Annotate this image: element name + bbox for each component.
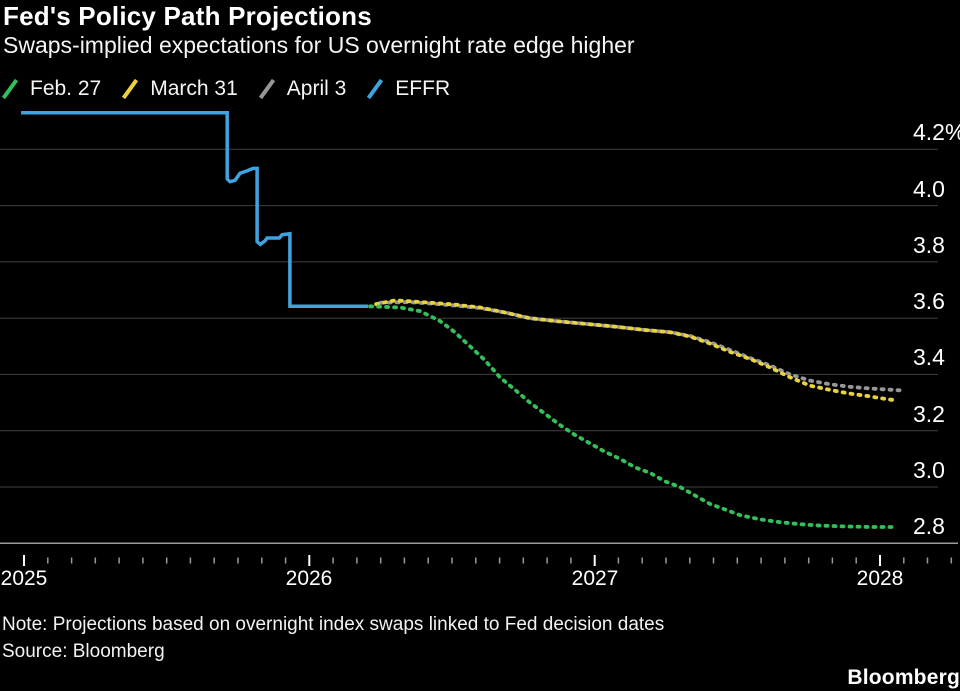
y-axis-label: 2.8 <box>913 513 945 539</box>
y-axis-label: 3.0 <box>913 457 945 483</box>
legend-label: April 3 <box>286 77 347 100</box>
y-axis-label: 4.0 <box>913 176 945 202</box>
legend-item-effr: EFFR <box>367 77 450 101</box>
legend-item-march31: March 31 <box>122 77 238 101</box>
slash-marker-icon <box>367 78 384 100</box>
legend-label: March 31 <box>150 77 238 100</box>
y-axis-label: 4.2% <box>913 119 960 145</box>
y-axis-label: 3.6 <box>913 288 945 314</box>
series-april-3 <box>378 300 905 393</box>
y-axis-label: 3.4 <box>913 344 945 370</box>
series-march-31 <box>374 298 900 403</box>
chart-subtitle: Swaps-implied expectations for US overni… <box>3 32 635 58</box>
x-axis-label: 2028 <box>856 567 904 590</box>
x-axis-label: 2025 <box>0 567 48 590</box>
y-axis-label: 3.8 <box>913 232 945 258</box>
slash-marker-icon <box>2 78 18 100</box>
x-axis-label: 2027 <box>571 567 619 590</box>
bloomberg-logo: Bloomberg <box>847 666 960 689</box>
chart-source: Source: Bloomberg <box>2 641 165 662</box>
series-effr <box>21 110 369 309</box>
x-axis-label: 2026 <box>285 567 333 590</box>
y-axis-label: 3.2 <box>913 401 945 427</box>
slash-marker-icon <box>258 78 275 100</box>
legend-item-feb27: Feb. 27 <box>2 77 101 101</box>
legend-label: Feb. 27 <box>30 77 102 100</box>
legend-item-april3: April 3 <box>258 77 347 101</box>
slash-marker-icon <box>122 78 139 100</box>
legend: Feb. 27 March 31 April 3 EFFR <box>2 77 450 101</box>
chart-note: Note: Projections based on overnight ind… <box>2 614 665 635</box>
page-title: Fed's Policy Path Projections <box>3 1 372 31</box>
series-feb-27 <box>368 304 899 529</box>
legend-label: EFFR <box>395 77 451 100</box>
